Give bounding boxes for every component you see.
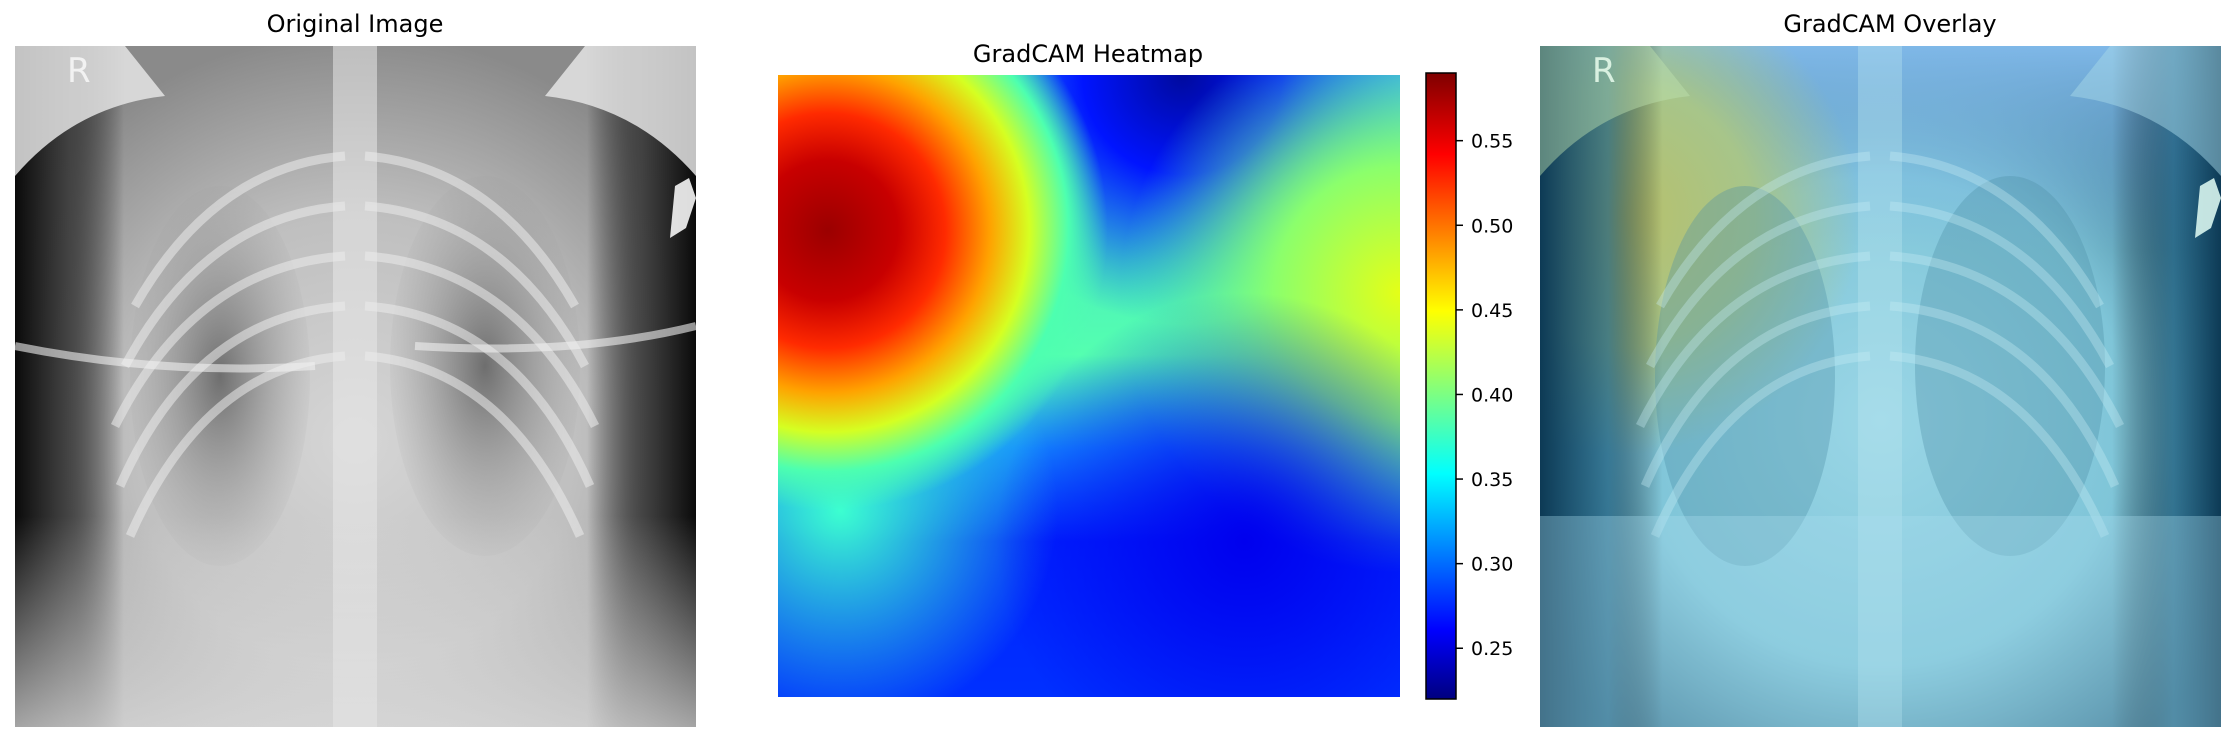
original-image-title: Original Image <box>266 10 444 38</box>
colorbar-ticks: 0.25 0.30 0.35 0.40 0.45 0.50 0.55 <box>1456 131 1513 660</box>
original-xray-image: R <box>15 46 696 727</box>
overlay-r-marker: R <box>1592 51 1616 91</box>
original-r-marker: R <box>67 51 91 91</box>
colorbar-tick-label: 0.55 <box>1471 131 1513 153</box>
colorbar-tick-label: 0.50 <box>1471 215 1513 237</box>
gradcam-heatmap-image <box>778 75 1400 697</box>
colorbar-tick-label: 0.35 <box>1471 469 1513 491</box>
colorbar-gradient <box>1425 72 1457 700</box>
colorbar-tick-label: 0.30 <box>1471 554 1513 576</box>
gradcam-heatmap-title: GradCAM Heatmap <box>972 40 1204 68</box>
colorbar-tick-label: 0.45 <box>1471 300 1513 322</box>
colorbar-tick-label: 0.25 <box>1471 638 1513 660</box>
gradcam-overlay-title: GradCAM Overlay <box>1783 10 1997 38</box>
colorbar: 0.25 0.30 0.35 0.40 0.45 0.50 0.55 <box>1425 72 1555 702</box>
colorbar-tick-label: 0.40 <box>1471 384 1513 406</box>
gradcam-overlay-image: R <box>1540 46 2221 727</box>
